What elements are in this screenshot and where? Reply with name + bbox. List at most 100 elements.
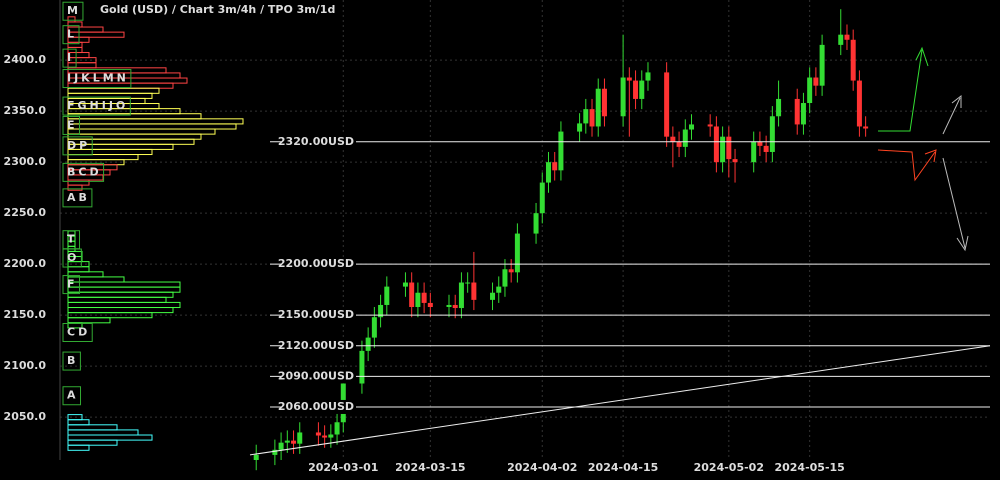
candle-body xyxy=(322,435,328,438)
candle-body xyxy=(272,449,278,455)
candle-body xyxy=(452,304,458,309)
tpo-letters: I xyxy=(67,51,74,64)
tpo-bar xyxy=(67,281,181,288)
tpo-letter-box xyxy=(62,136,93,156)
y-tick-label: 2250.0 xyxy=(4,206,47,219)
projections xyxy=(877,46,969,252)
level-label: 2090.00USD xyxy=(278,369,354,382)
tpo-bar xyxy=(67,31,125,38)
candle-body xyxy=(856,80,862,127)
x-tick-label: 2024-05-02 xyxy=(694,461,764,474)
level-label: 2320.00USD xyxy=(278,135,354,148)
candle-body xyxy=(539,182,545,214)
level-label-bg xyxy=(282,399,356,414)
candle-body xyxy=(633,80,639,99)
candle-body xyxy=(508,269,514,273)
tpo-letters: T xyxy=(67,233,78,246)
tpo-bar xyxy=(67,307,174,314)
tpo-letter-box xyxy=(62,386,82,406)
candle-body xyxy=(639,80,645,99)
candle-body xyxy=(384,286,390,305)
tpo-bar xyxy=(67,444,90,451)
tpo-bar xyxy=(67,434,153,441)
candle-body xyxy=(253,454,259,460)
candle-body xyxy=(601,88,607,117)
candle-body xyxy=(552,162,558,171)
tpo-letter-box xyxy=(62,248,82,268)
x-tick-label: 2024-03-01 xyxy=(308,461,378,474)
candle-body xyxy=(844,34,850,40)
tpo-bar xyxy=(67,179,90,186)
level-label-bg xyxy=(282,308,356,323)
tpo-letter-box xyxy=(62,1,84,21)
level-label: 2120.00USD xyxy=(278,339,354,352)
arrow-grey xyxy=(942,157,969,252)
y-tick-label: 2150.0 xyxy=(4,308,47,321)
tpo-letter-box xyxy=(62,69,132,89)
candle-body xyxy=(490,292,496,300)
tpo-bar xyxy=(67,317,111,324)
candle-body xyxy=(328,434,334,438)
candle-body xyxy=(838,34,844,45)
candle-body xyxy=(315,432,321,436)
tpo-letters: FGHIJO xyxy=(67,99,128,112)
candle-body xyxy=(334,422,340,435)
candle-body xyxy=(589,109,595,127)
candle-body xyxy=(533,213,539,234)
tpo-letters: A xyxy=(67,389,79,402)
tpo-bar xyxy=(67,16,76,23)
tpo-bar xyxy=(67,439,118,446)
tpo-bar xyxy=(67,123,237,130)
y-tick-label: 2100.0 xyxy=(4,359,47,372)
trendline xyxy=(249,345,991,456)
tpo-letters: M xyxy=(67,4,81,17)
candle-body xyxy=(769,116,775,152)
y-tick-label: 2200.0 xyxy=(4,257,47,270)
tpo-bar xyxy=(67,429,139,436)
y-tick-label: 2300.0 xyxy=(4,155,47,168)
candle-body xyxy=(545,162,551,183)
tpo-letter-box xyxy=(62,96,131,116)
candle-body xyxy=(664,72,670,137)
candle-body xyxy=(558,131,564,171)
tpo-letters: B xyxy=(67,354,78,367)
tpo-letter-box xyxy=(62,275,81,295)
candle-body xyxy=(732,159,738,163)
candle-body xyxy=(682,129,688,147)
tpo-letter-box xyxy=(62,351,81,371)
candle-body xyxy=(278,442,284,450)
candle-body xyxy=(720,136,726,163)
candle-body xyxy=(713,126,719,163)
tpo-bar xyxy=(67,87,160,94)
candle-body xyxy=(458,282,464,309)
tpo-letter-box xyxy=(62,188,93,208)
tpo-letters: AB xyxy=(67,191,90,204)
candle-body xyxy=(409,282,415,308)
candle-body xyxy=(807,77,813,104)
candle-body xyxy=(471,282,477,300)
level-label-bg xyxy=(282,257,356,272)
tpo-bar xyxy=(67,424,118,431)
candle-body xyxy=(502,269,508,287)
candle-body xyxy=(763,145,769,152)
tpo-letters: L xyxy=(67,28,77,41)
candle-body xyxy=(819,44,825,86)
candle-body xyxy=(850,39,856,81)
candle-body xyxy=(402,282,408,287)
candle-body xyxy=(800,103,806,125)
candle-body xyxy=(676,141,682,147)
candle-body xyxy=(595,88,601,127)
candle-body xyxy=(378,304,384,318)
candle-body xyxy=(776,98,782,117)
tpo-bar xyxy=(67,291,174,298)
candle-body xyxy=(689,124,695,130)
level-label: 2150.00USD xyxy=(278,308,354,321)
tpo-bar xyxy=(67,296,167,303)
candle-body xyxy=(620,77,626,117)
level-label: 2200.00USD xyxy=(278,257,354,270)
tpo-letters: O xyxy=(67,251,79,264)
tpo-bar xyxy=(67,113,202,120)
candle-body xyxy=(291,440,297,444)
tpo-bar xyxy=(67,271,104,278)
